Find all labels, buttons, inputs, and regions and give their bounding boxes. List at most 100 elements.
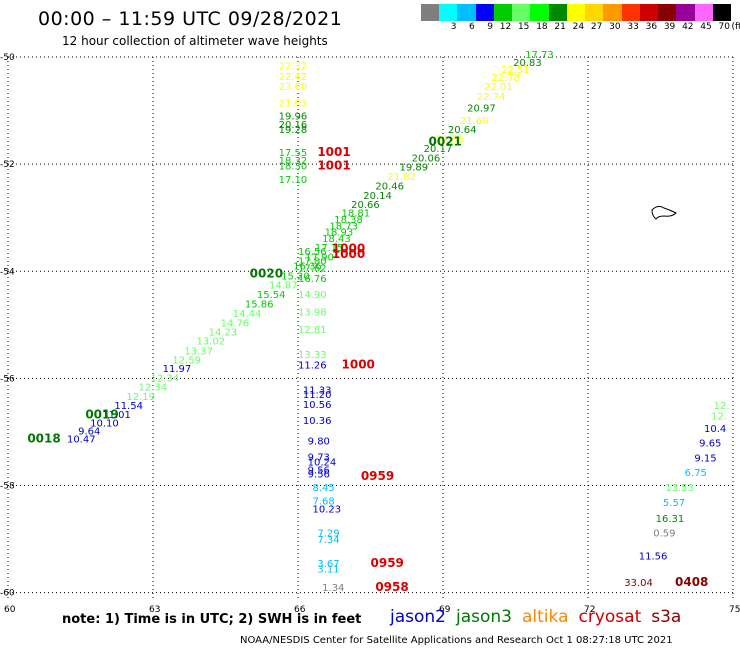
wave-height-value: 16.56 [298, 247, 327, 258]
wave-height-value: 10.10 [90, 419, 119, 430]
scale-label: 21 [554, 22, 566, 32]
lon-label: 63 [149, 605, 160, 615]
lon-label: 72 [584, 605, 595, 615]
lat-label: -54 [0, 267, 15, 277]
wave-height-value: 16.31 [656, 514, 685, 525]
wave-height-value: 21.55 [436, 135, 465, 146]
wave-height-value: 21.63 [279, 98, 308, 109]
wave-height-value: 16.36 [293, 262, 322, 273]
lon-label: 75 [729, 605, 740, 615]
scale-swatch [439, 4, 458, 21]
pass-time-label: 0959 [371, 556, 404, 570]
wave-height-value: 9.73 [308, 452, 330, 463]
lat-label: -60 [0, 589, 15, 599]
wave-height-value: 17.15 [315, 243, 344, 254]
scale-label: 6 [468, 22, 475, 32]
wave-height-value: 17.90 [305, 253, 334, 264]
scale-swatch [475, 4, 494, 21]
legend-altika: altika [522, 607, 569, 627]
wave-height-value: 17.62 [298, 263, 327, 274]
wave-height-value: 18.93 [325, 227, 354, 238]
footer-note: note: 1) Time is in UTC; 2) SWH is in fe… [62, 612, 362, 627]
scale-swatch [621, 4, 640, 21]
wave-height-value: 10.23 [313, 504, 342, 515]
scale-label: 9 [487, 22, 493, 32]
scale-label: 15 [517, 22, 530, 32]
wave-height-value: 18.32 [279, 156, 308, 167]
pass-time-label: 0958 [375, 580, 408, 594]
wave-height-value: 13.33 [298, 350, 327, 361]
wave-height-value: 9.80 [308, 436, 330, 447]
wave-height-value: 17.80 [298, 256, 327, 267]
lat-label: -58 [0, 482, 15, 492]
wave-height-value: 3.11 [317, 564, 339, 575]
wave-height-value: 12.34 [151, 374, 180, 385]
scale-swatch [493, 4, 513, 21]
scale-swatch [676, 4, 695, 21]
wave-height-color-scale [421, 4, 731, 21]
wave-height-value: 23.60 [279, 82, 308, 93]
wave-height-value: 22.42 [279, 72, 308, 83]
wave-height-value: 16.76 [298, 274, 327, 285]
scale-swatch [421, 4, 440, 21]
wave-height-value: 11.54 [114, 401, 143, 412]
wave-height-value: 18.30 [279, 161, 308, 172]
wave-height-value: 13.37 [184, 346, 213, 357]
wave-height-value: 13.98 [298, 308, 327, 319]
wave-height-value: 12.81 [298, 325, 327, 336]
wave-height-value: 13.53 [665, 483, 694, 494]
pass-time-label: 0959 [361, 469, 394, 483]
credit-line: NOAA/NESDIS Center for Satellite Applica… [240, 635, 673, 646]
wave-height-value: 10.36 [303, 416, 332, 427]
wave-height-value: 19.28 [279, 125, 308, 136]
wave-height-value: 17.55 [279, 148, 308, 159]
wave-height-value: 15.54 [257, 290, 286, 301]
scale-label: 42 [682, 22, 694, 32]
wave-height-value: 20.83 [513, 58, 542, 69]
wave-height-value: 22.74 [477, 92, 506, 103]
lat-label: -56 [0, 374, 15, 384]
wave-height-value: 11.20 [303, 390, 332, 401]
scale-swatch [658, 4, 677, 21]
pass-time-label: 0018 [27, 432, 60, 446]
wave-height-value: 20.17 [424, 144, 453, 155]
wave-height-value: 20.97 [467, 104, 496, 115]
scale-label: 18 [536, 22, 548, 32]
wave-height-value: 13.02 [197, 337, 226, 348]
scale-swatch [512, 4, 531, 21]
wave-height-value: 21.82 [387, 172, 416, 183]
wave-height-value: 22.32 [279, 61, 308, 72]
wave-height-value: 12.34 [139, 383, 168, 394]
legend-jason2: jason2 [390, 607, 446, 627]
wave-height-value: 1.34 [322, 583, 344, 594]
wave-height-value: 33.04 [624, 578, 653, 589]
wave-height-value: 18.73 [329, 221, 358, 232]
pass-time-label: 1000 [332, 247, 365, 261]
wave-height-value: 22.01 [484, 82, 513, 93]
wave-height-value: 20.06 [412, 153, 441, 164]
scale-label: 33 [627, 22, 639, 32]
scale-label: 70 [718, 22, 730, 32]
wave-height-value: 18.81 [342, 209, 371, 220]
wave-height-value: 14.87 [269, 280, 298, 291]
wave-height-value: 14.90 [298, 290, 327, 301]
wave-height-value: 5.57 [663, 498, 685, 509]
scale-swatch [548, 4, 567, 21]
legend-s3a: s3a [651, 607, 682, 627]
wave-height-value: 11.33 [303, 385, 332, 396]
page-subtitle: 12 hour collection of altimeter wave hei… [62, 34, 328, 48]
page-title: 00:00 – 11:59 UTC 09/28/2021 [38, 8, 343, 30]
wave-height-value: 7.68 [313, 496, 335, 507]
wave-height-value: 19.96 [279, 112, 308, 123]
wave-height-value: 18.38 [334, 215, 363, 226]
wave-height-value: 10.24 [308, 458, 337, 469]
scale-swatch [585, 4, 604, 21]
scale-swatch [530, 4, 549, 21]
island-outline [651, 205, 677, 220]
wave-height-value: 19.89 [400, 163, 429, 174]
scale-label: 12 [499, 22, 512, 32]
scale-label: 39 [663, 22, 676, 32]
wave-height-value: 21.68 [460, 116, 489, 127]
